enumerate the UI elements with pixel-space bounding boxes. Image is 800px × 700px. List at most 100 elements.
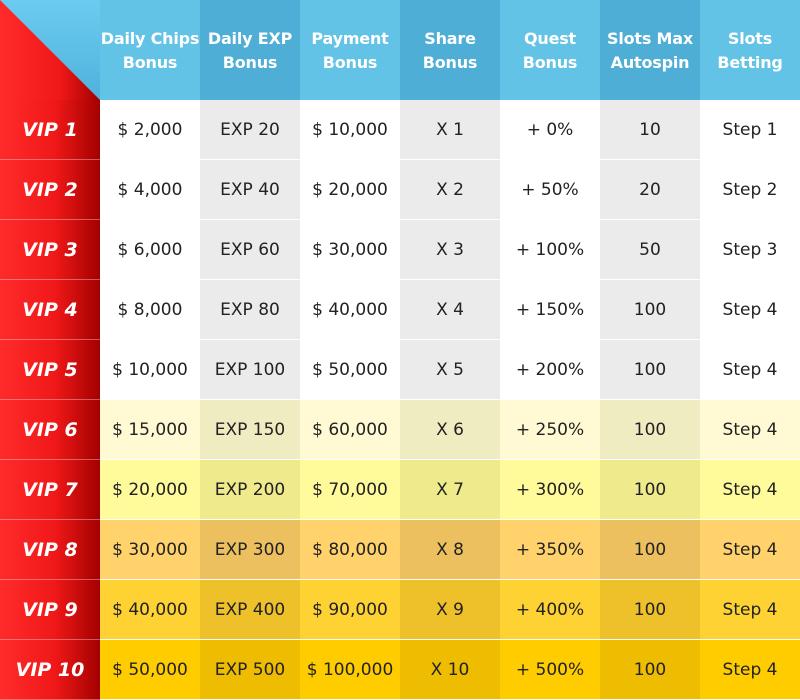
cell-slots-max-autospin: 10: [600, 100, 700, 159]
cell-slots-betting: Step 4: [700, 280, 800, 339]
cell-payment-bonus: $ 10,000: [300, 100, 400, 159]
cell-slots-max-autospin: 100: [600, 400, 700, 459]
cell-quest-bonus: + 200%: [500, 340, 600, 399]
cell-daily-exp-bonus: EXP 200: [200, 460, 300, 519]
cell-quest-bonus: + 500%: [500, 640, 600, 699]
vip-level-label: VIP 2: [0, 160, 100, 220]
cell-payment-bonus: $ 80,000: [300, 520, 400, 579]
cell-quest-bonus: + 300%: [500, 460, 600, 519]
cell-daily-chips-bonus: $ 30,000: [100, 520, 200, 579]
cell-payment-bonus: $ 40,000: [300, 280, 400, 339]
cell-daily-exp-bonus: EXP 500: [200, 640, 300, 699]
vip-level-label: VIP 6: [0, 400, 100, 460]
cell-payment-bonus: $ 100,000: [300, 640, 400, 699]
cell-slots-max-autospin: 100: [600, 580, 700, 639]
cell-slots-max-autospin: 100: [600, 520, 700, 579]
cell-share-bonus: X 9: [400, 580, 500, 639]
cell-daily-exp-bonus: EXP 300: [200, 520, 300, 579]
cell-slots-max-autospin: 100: [600, 640, 700, 699]
cell-daily-chips-bonus: $ 2,000: [100, 100, 200, 159]
vip-level-label: VIP 8: [0, 520, 100, 580]
cell-daily-chips-bonus: $ 6,000: [100, 220, 200, 279]
cell-payment-bonus: $ 50,000: [300, 340, 400, 399]
cell-payment-bonus: $ 30,000: [300, 220, 400, 279]
cell-daily-exp-bonus: EXP 100: [200, 340, 300, 399]
cell-share-bonus: X 10: [400, 640, 500, 699]
cell-slots-betting: Step 4: [700, 580, 800, 639]
cell-slots-betting: Step 4: [700, 640, 800, 699]
cell-daily-chips-bonus: $ 15,000: [100, 400, 200, 459]
header-slots-betting: Slots Betting: [700, 0, 800, 100]
vip-level-label: VIP 7: [0, 460, 100, 520]
cell-slots-betting: Step 4: [700, 460, 800, 519]
cell-daily-exp-bonus: EXP 20: [200, 100, 300, 159]
corner-tab: [0, 0, 100, 100]
table-row: $ 20,000 EXP 200 $ 70,000 X 7 + 300% 100 Step …: [100, 460, 800, 520]
table-row: $ 2,000 EXP 20 $ 10,000 X 1 + 0% 10 Step 1: [100, 100, 800, 160]
vip-level-label: VIP 3: [0, 220, 100, 280]
header-slots-max-autospin: Slots Max Autospin: [600, 0, 700, 100]
table-row: $ 4,000 EXP 40 $ 20,000 X 2 + 50% 20 Step 2: [100, 160, 800, 220]
cell-quest-bonus: + 400%: [500, 580, 600, 639]
cell-daily-chips-bonus: $ 8,000: [100, 280, 200, 339]
cell-quest-bonus: + 100%: [500, 220, 600, 279]
cell-slots-betting: Step 3: [700, 220, 800, 279]
header-share-bonus: Share Bonus: [400, 0, 500, 100]
table-row: $ 30,000 EXP 300 $ 80,000 X 8 + 350% 100 Step …: [100, 520, 800, 580]
cell-daily-exp-bonus: EXP 150: [200, 400, 300, 459]
cell-share-bonus: X 7: [400, 460, 500, 519]
cell-daily-chips-bonus: $ 20,000: [100, 460, 200, 519]
cell-slots-betting: Step 4: [700, 400, 800, 459]
cell-daily-chips-bonus: $ 40,000: [100, 580, 200, 639]
cell-slots-betting: Step 1: [700, 100, 800, 159]
cell-daily-chips-bonus: $ 10,000: [100, 340, 200, 399]
cell-share-bonus: X 4: [400, 280, 500, 339]
vip-level-label: VIP 10: [0, 640, 100, 700]
vip-level-label: VIP 5: [0, 340, 100, 400]
cell-slots-betting: Step 4: [700, 520, 800, 579]
cell-daily-exp-bonus: EXP 80: [200, 280, 300, 339]
cell-share-bonus: X 6: [400, 400, 500, 459]
table-row: $ 10,000 EXP 100 $ 50,000 X 5 + 200% 100 Step …: [100, 340, 800, 400]
header-quest-bonus: Quest Bonus: [500, 0, 600, 100]
cell-payment-bonus: $ 60,000: [300, 400, 400, 459]
cell-daily-chips-bonus: $ 4,000: [100, 160, 200, 219]
cell-payment-bonus: $ 20,000: [300, 160, 400, 219]
cell-share-bonus: X 5: [400, 340, 500, 399]
header-row: Daily Chips Bonus Daily EXP Bonus Paymen…: [100, 0, 800, 100]
cell-daily-exp-bonus: EXP 40: [200, 160, 300, 219]
header-daily-exp-bonus: Daily EXP Bonus: [200, 0, 300, 100]
cell-daily-exp-bonus: EXP 60: [200, 220, 300, 279]
cell-slots-betting: Step 2: [700, 160, 800, 219]
vip-level-label: VIP 9: [0, 580, 100, 640]
vip-level-label: VIP 1: [0, 100, 100, 160]
cell-slots-max-autospin: 100: [600, 280, 700, 339]
cell-slots-max-autospin: 20: [600, 160, 700, 219]
table-row: $ 50,000 EXP 500 $ 100,000 X 10 + 500% 100 Ste…: [100, 640, 800, 700]
corner-shape: [0, 0, 100, 100]
cell-quest-bonus: + 150%: [500, 280, 600, 339]
table-row: $ 6,000 EXP 60 $ 30,000 X 3 + 100% 50 Step 3: [100, 220, 800, 280]
cell-slots-max-autospin: 100: [600, 460, 700, 519]
vip-level-label: VIP 4: [0, 280, 100, 340]
cell-slots-max-autospin: 100: [600, 340, 700, 399]
cell-quest-bonus: + 50%: [500, 160, 600, 219]
cell-share-bonus: X 3: [400, 220, 500, 279]
cell-daily-chips-bonus: $ 50,000: [100, 640, 200, 699]
cell-payment-bonus: $ 90,000: [300, 580, 400, 639]
cell-share-bonus: X 8: [400, 520, 500, 579]
cell-quest-bonus: + 350%: [500, 520, 600, 579]
cell-quest-bonus: + 0%: [500, 100, 600, 159]
header-daily-chips-bonus: Daily Chips Bonus: [100, 0, 200, 100]
table-row: $ 15,000 EXP 150 $ 60,000 X 6 + 250% 100 Step …: [100, 400, 800, 460]
cell-daily-exp-bonus: EXP 400: [200, 580, 300, 639]
table-body: $ 2,000 EXP 20 $ 10,000 X 1 + 0% 10 Step 1 $ 4,…: [100, 100, 800, 700]
cell-share-bonus: X 1: [400, 100, 500, 159]
table-row: $ 8,000 EXP 80 $ 40,000 X 4 + 150% 100 Step 4: [100, 280, 800, 340]
cell-share-bonus: X 2: [400, 160, 500, 219]
cell-slots-max-autospin: 50: [600, 220, 700, 279]
vip-level-column: VIP 1 VIP 2 VIP 3 VIP 4 VIP 5 VIP 6 VIP 7 VIP 8…: [0, 100, 100, 700]
cell-quest-bonus: + 250%: [500, 400, 600, 459]
table-row: $ 40,000 EXP 400 $ 90,000 X 9 + 400% 100 Step …: [100, 580, 800, 640]
